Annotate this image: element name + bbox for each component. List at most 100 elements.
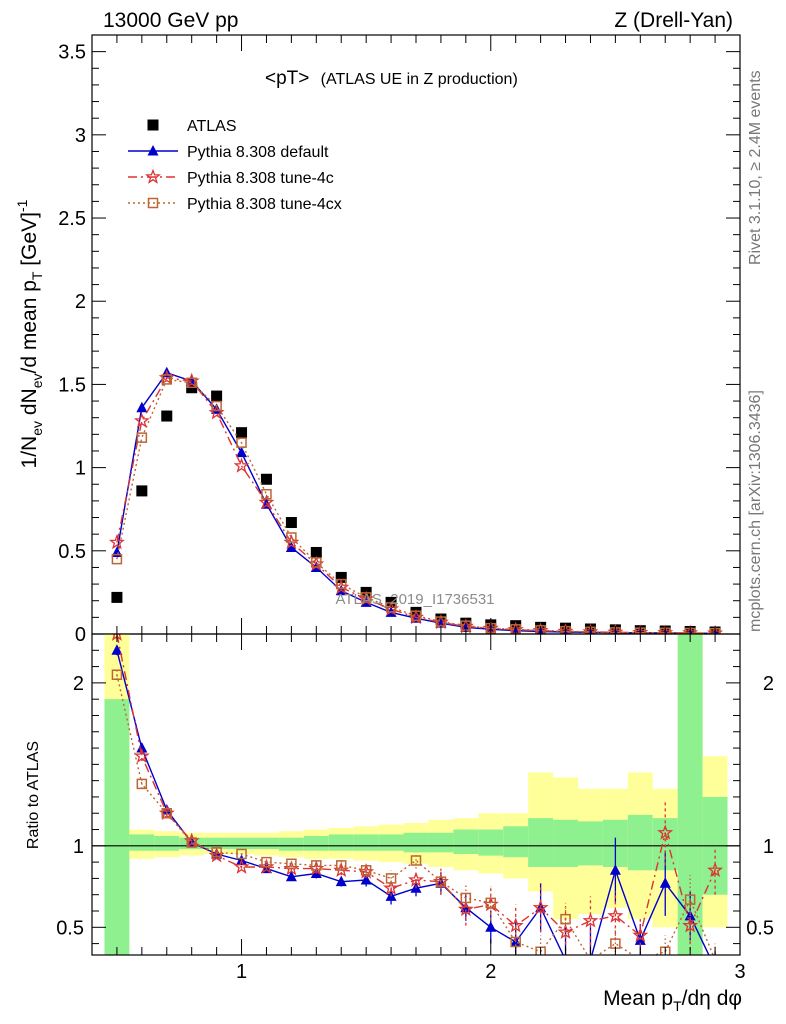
data-point-tune4c [108, 534, 125, 550]
uncertainty-band-inner [428, 832, 454, 853]
legend-label-ATLAS: ATLAS [187, 118, 237, 135]
plot-title-main: <pT> [265, 68, 309, 89]
ratio-point-tune4cx [585, 954, 596, 955]
uncertainty-band-inner [328, 834, 354, 851]
ratio-point-tune4c [632, 926, 649, 943]
main-y-tick-label: 1 [75, 458, 86, 480]
ratio-point-tune4cx [410, 855, 422, 866]
ratio-point-tune4cx [709, 954, 721, 955]
data-point-ATLAS [161, 410, 173, 422]
ratio-point-default [111, 644, 123, 655]
header-energy: 13000 GeV pp [103, 9, 238, 32]
ratio-point-tune4cx [684, 894, 696, 905]
ratio-point-tune4cx [435, 876, 447, 887]
plot-title: <pT> (ATLAS UE in Z production) [265, 68, 518, 89]
ratio-y-tick-label-left: 0.5 [56, 917, 84, 939]
ratio-point-default [710, 962, 721, 973]
legend-label-tune4c: Pythia 8.308 tune-4c [187, 170, 334, 187]
ratio-point-tune4cx [186, 837, 197, 848]
data-point-tune4cx [385, 602, 397, 613]
data-point-tune4cx [535, 625, 546, 634]
ratio-point-tune4c [408, 871, 424, 887]
legend-marker-tune4c [145, 168, 161, 184]
ratio-point-tune4cx [111, 669, 123, 680]
ratio-point-tune4c [133, 747, 150, 764]
ratio-point-tune4cx [286, 858, 297, 870]
data-point-tune4cx [286, 532, 297, 543]
ratio-y-tick-label-left: 2 [73, 673, 84, 695]
ratio-point-tune4c [707, 861, 724, 878]
uncertainty-band-inner [353, 834, 379, 851]
ratio-point-default [285, 870, 297, 882]
ratio-point-default [360, 874, 372, 885]
data-point-ATLAS [310, 546, 322, 558]
x-tick-label: 3 [734, 961, 745, 983]
x-axis-label: Mean pT/dη dφ [603, 987, 742, 1014]
legend-marker-ATLAS [147, 119, 159, 131]
data-point-ATLAS [335, 571, 347, 583]
plot-title-sub: (ATLAS UE in Z production) [321, 71, 518, 88]
data-point-default [236, 446, 248, 458]
uncertainty-band-inner [104, 699, 130, 955]
ratio-point-tune4c [383, 879, 400, 896]
uncertainty-band-inner [528, 818, 554, 868]
data-point-ATLAS [236, 427, 248, 439]
ratio-point-tune4c [532, 899, 549, 915]
ratio-point-tune4cx [335, 860, 347, 871]
ratio-point-tune4c [682, 917, 699, 933]
ratio-point-tune4c [507, 917, 524, 933]
ratio-point-tune4cx [311, 860, 322, 871]
data-point-ATLAS [111, 591, 123, 603]
ratio-y-tick-label-right: 2 [763, 673, 774, 695]
ratio-series-tune4cx [111, 669, 721, 955]
uncertainty-band-inner [453, 829, 479, 854]
data-point-tune4cx [360, 592, 372, 603]
series-line-tune4cx [116, 378, 716, 634]
ratio-point-default [485, 921, 497, 932]
ratio-point-default [335, 875, 347, 887]
uncertainty-band-inner [154, 836, 180, 851]
data-point-tune4cx [161, 374, 173, 385]
main-y-tick-label: 0 [75, 624, 86, 646]
data-point-ATLAS [260, 473, 272, 485]
uncertainty-band-inner [229, 837, 254, 850]
ratio-point-tune4c [582, 912, 599, 928]
ratio-point-tune4cx [211, 847, 222, 858]
main-y-tick-label: 2 [75, 291, 86, 313]
main-y-tick-label: 0.5 [58, 541, 86, 563]
data-point-ATLAS [285, 517, 297, 529]
uncertainty-band-inner [403, 832, 429, 853]
ratio-y-axis-label: Ratio to ATLAS [25, 741, 42, 849]
header-process: Z (Drell-Yan) [614, 9, 733, 32]
ratio-point-tune4cx [460, 892, 472, 904]
legend-label-tune4cx: Pythia 8.308 tune-4cx [187, 196, 342, 213]
data-point-tune4cx [410, 610, 422, 621]
data-point-tune4c [133, 412, 150, 428]
data-point-tune4cx [111, 553, 123, 565]
data-point-tune4c [258, 494, 275, 510]
ratio-line-tune4cx [116, 674, 714, 955]
data-point-tune4cx [136, 432, 148, 443]
ratio-y-tick-label-right: 0.5 [746, 917, 774, 939]
legend-marker-tune4cx [147, 197, 159, 209]
series-line-tune4c [116, 377, 716, 634]
uncertainty-band-inner [378, 834, 404, 851]
uncertainty-band-inner [204, 837, 230, 850]
data-point-tune4cx [261, 488, 272, 500]
legend-marker-default [147, 145, 159, 156]
ratio-axes: 0.5 0.5 1 1 2 2 1 2 3 [56, 634, 774, 983]
data-point-ATLAS [211, 390, 223, 402]
uncertainty-band-inner [303, 836, 329, 851]
rivet-version-text: Rivet 3.1.10, ≥ 2.4M events [747, 70, 764, 265]
x-tick-label: 2 [485, 961, 496, 983]
data-point-tune4cx [186, 377, 197, 389]
uncertainty-band-inner [254, 837, 279, 850]
main-y-tick-label: 2.5 [58, 208, 86, 230]
uncertainty-band-inner [129, 834, 155, 851]
ratio-point-tune4cx [385, 873, 397, 884]
main-y-tick-label: 3.5 [58, 42, 86, 64]
ratio-point-tune4c [657, 824, 674, 840]
data-point-ATLAS [136, 485, 148, 497]
ratio-point-default [609, 864, 621, 875]
